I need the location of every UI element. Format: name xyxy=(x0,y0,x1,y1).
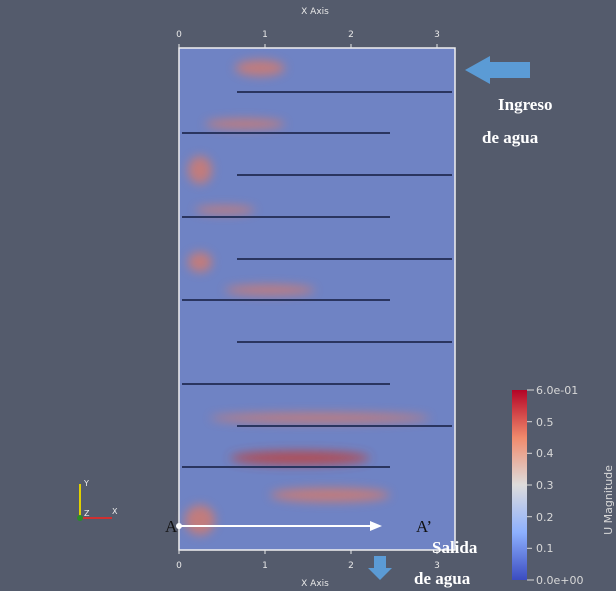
triad-label: Y xyxy=(83,479,89,488)
tick-label: 0 xyxy=(176,561,182,571)
outlet-label: Salida xyxy=(432,538,478,557)
tick-label: 0 xyxy=(176,30,182,40)
colorbar-label: 0.5 xyxy=(536,416,554,429)
outlet-label: de agua xyxy=(414,569,471,588)
colorbar-label: 0.3 xyxy=(536,479,554,492)
colorbar xyxy=(512,390,527,580)
section-label: A’ xyxy=(416,517,432,536)
section-label: A xyxy=(165,517,178,536)
flow-field xyxy=(179,48,455,550)
axis-title: X Axis xyxy=(301,579,329,589)
triad-label: X xyxy=(112,507,118,516)
colorbar-label: 6.0e-01 xyxy=(536,384,578,397)
colorbar-label: 0.4 xyxy=(536,447,554,460)
inlet-label: Ingreso xyxy=(498,95,552,114)
colorbar-label: 0.0e+00 xyxy=(536,574,583,587)
colorbar-label: 0.2 xyxy=(536,511,554,524)
colorbar-label: 0.1 xyxy=(536,542,554,555)
axis-title: X Axis xyxy=(301,7,329,17)
tick-label: 2 xyxy=(348,30,354,40)
colorbar-title: U Magnitude xyxy=(602,465,615,535)
tick-label: 2 xyxy=(348,561,354,571)
inlet-label: de agua xyxy=(482,128,539,147)
viewport: X Axis 0 1 2 3 0 1 2 3 X Axis Ingreso de… xyxy=(0,0,616,591)
tick-label: 3 xyxy=(434,30,440,40)
tick-label: 1 xyxy=(262,561,268,571)
tick-label: 1 xyxy=(262,30,268,40)
triad-label: Z xyxy=(84,509,90,518)
